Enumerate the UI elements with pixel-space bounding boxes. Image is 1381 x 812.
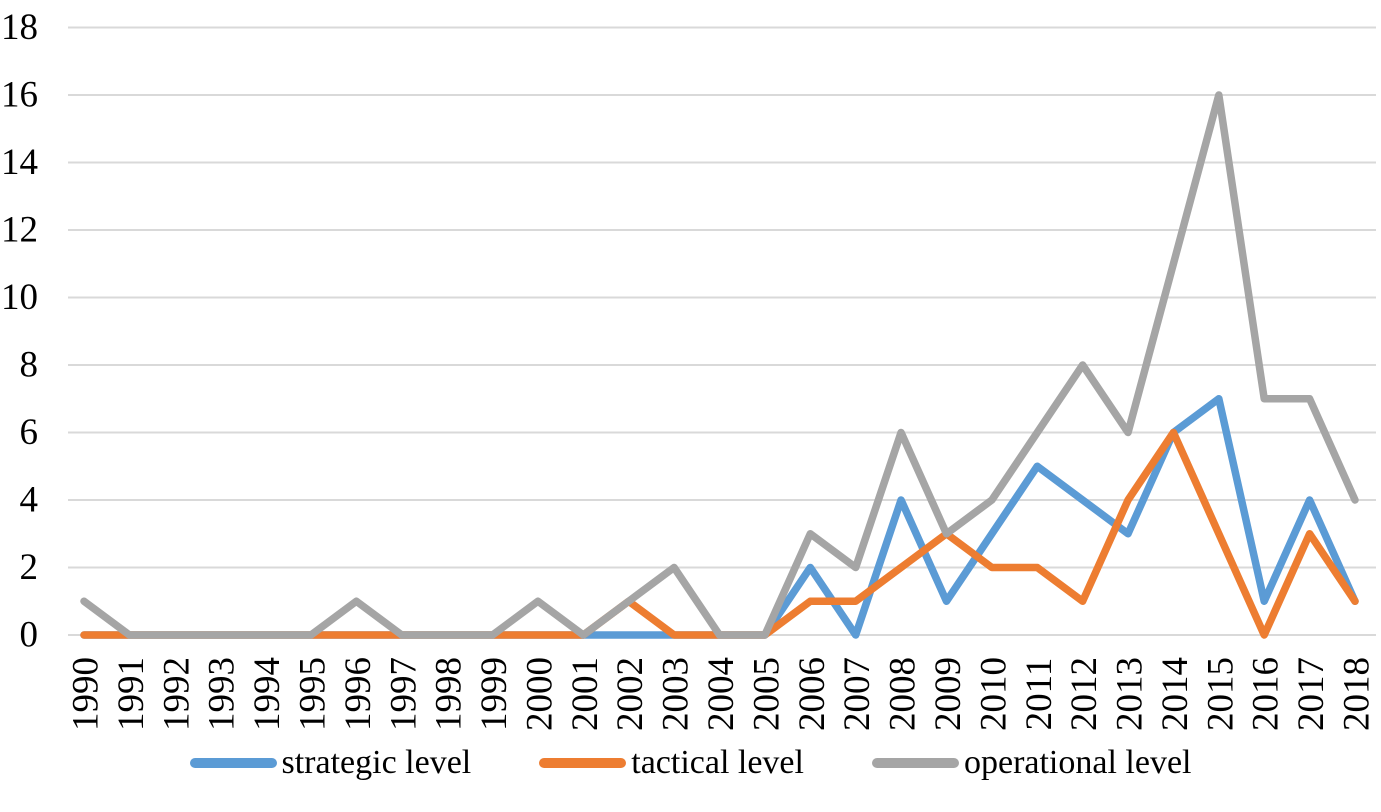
x-axis-tick-label-2014: 2014 [1155, 657, 1196, 731]
x-axis-tick-label-2013: 2013 [1110, 657, 1151, 731]
legend-swatch-tactical-level-icon [539, 757, 627, 768]
x-axis-tick-label-2016: 2016 [1246, 657, 1287, 731]
series-line-operational-level [80, 91, 1359, 639]
x-axis-tick-label-1996: 1996 [338, 657, 379, 731]
legend-label-strategic-level: strategic level [281, 744, 472, 781]
x-axis-tick-label-1995: 1995 [292, 657, 333, 731]
y-axis-tick-label: 10 [1, 277, 38, 318]
x-axis-tick-label-2001: 2001 [565, 657, 606, 731]
x-axis-tick-label-2002: 2002 [610, 657, 651, 731]
x-axis-tick-label-2010: 2010 [973, 657, 1014, 731]
legend-swatch-operational-level-icon [871, 757, 959, 768]
x-axis-tick-label-2006: 2006 [792, 657, 833, 731]
y-axis-tick-label: 6 [20, 412, 39, 453]
x-axis-tick-label-1990: 1990 [66, 657, 107, 731]
y-axis-tick-label: 18 [1, 7, 38, 48]
y-axis-tick-label: 12 [1, 210, 38, 251]
y-axis-tick-label: 16 [1, 75, 38, 116]
x-axis-tick-label-2011: 2011 [1019, 658, 1060, 731]
legend-item-operational-level: operational level [871, 744, 1192, 781]
legend-item-tactical-level: tactical level [539, 744, 804, 781]
legend-label-operational-level: operational level [963, 744, 1192, 781]
x-axis-tick-label-2017: 2017 [1291, 657, 1332, 731]
x-axis-tick-label-1999: 1999 [474, 657, 515, 731]
x-axis-tick-label-2004: 2004 [701, 657, 742, 731]
x-axis-tick-label-2003: 2003 [656, 657, 697, 731]
x-axis-tick-label-1998: 1998 [429, 657, 470, 731]
x-axis-tick-label-1993: 1993 [202, 657, 243, 731]
x-axis-tick-label-2015: 2015 [1200, 657, 1241, 731]
series-line-tactical-level [80, 428, 1359, 639]
y-axis-tick-label: 2 [20, 547, 39, 588]
x-axis-tick-label-2018: 2018 [1337, 657, 1378, 731]
y-axis-tick-label: 0 [20, 615, 39, 656]
chart-legend: strategic level tactical level operation… [0, 744, 1381, 781]
x-axis-tick-label-2008: 2008 [883, 657, 924, 731]
series-line-strategic-level [80, 395, 1359, 639]
y-axis-tick-label: 4 [20, 480, 39, 521]
x-axis-tick-label-1992: 1992 [156, 657, 197, 731]
x-axis-tick-label-2007: 2007 [837, 657, 878, 731]
y-axis-tick-label: 8 [20, 345, 39, 386]
legend-swatch-strategic-level-icon [189, 757, 277, 768]
x-axis-tick-label-2000: 2000 [519, 657, 560, 731]
x-axis-tick-label-2009: 2009 [928, 657, 969, 731]
legend-item-strategic-level: strategic level [189, 744, 472, 781]
x-axis-tick-label-1994: 1994 [247, 657, 288, 731]
x-axis-tick-label-1997: 1997 [383, 657, 424, 731]
y-axis-tick-label: 14 [1, 142, 38, 183]
legend-label-tactical-level: tactical level [631, 744, 804, 781]
x-axis-tick-label-2012: 2012 [1064, 657, 1105, 731]
x-axis-tick-label-2005: 2005 [746, 657, 787, 731]
x-axis-tick-label-1991: 1991 [111, 657, 152, 731]
